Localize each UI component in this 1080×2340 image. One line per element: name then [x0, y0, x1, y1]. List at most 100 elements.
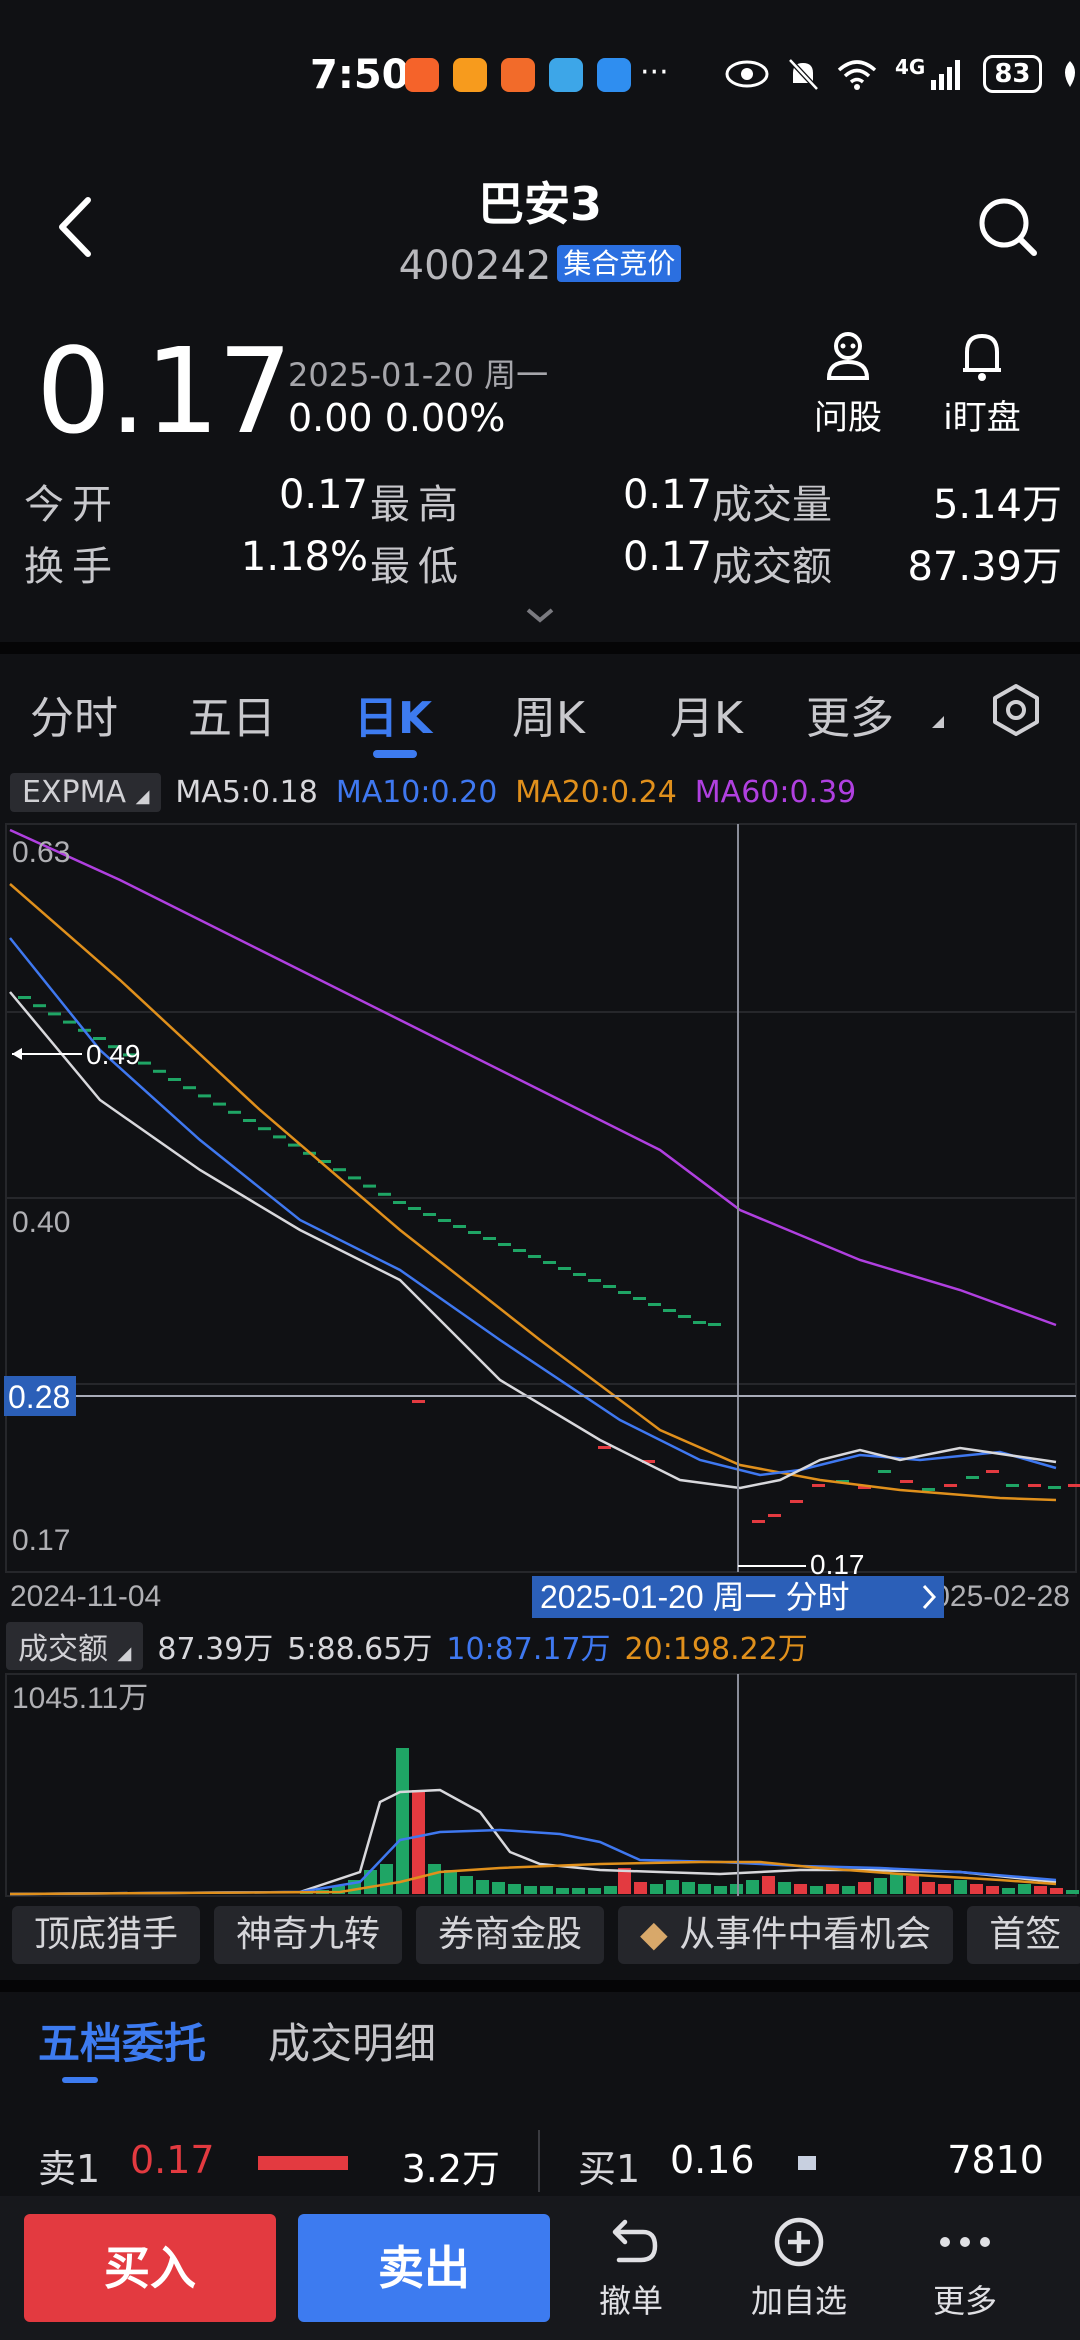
chip-bottom-top-hunter[interactable]: 顶底猎手 [12, 1906, 201, 1964]
candle [528, 1255, 541, 1258]
search-icon[interactable] [976, 195, 1040, 259]
add-favorite-icon [774, 2217, 824, 2267]
candle [752, 1520, 765, 1523]
orderbook-divider [538, 2130, 540, 2192]
volume-bar [890, 1874, 903, 1894]
volume-bar [1050, 1888, 1063, 1894]
candle [198, 1094, 211, 1098]
tab-more[interactable]: 更多 [806, 693, 894, 744]
y-label-mid: 0.40 [12, 1206, 70, 1239]
volume-legend: 成交额 ◢ 87.39万 5:88.65万 10:87.17万 20:198.2… [6, 1622, 808, 1670]
back-arrow-icon[interactable] [52, 192, 102, 262]
candle [273, 1135, 286, 1139]
ma10-line [9, 937, 1057, 1477]
volume-bar [1002, 1888, 1015, 1894]
ask-stock-label: 问股 [814, 398, 882, 438]
add-favorite-button[interactable]: 加自选 [734, 2216, 864, 2322]
chip-event-opportunity[interactable]: ◆ 从事件中看机会 [618, 1906, 954, 1964]
volume-bar [858, 1882, 871, 1894]
volume-bar [476, 1880, 489, 1894]
stats-row: 今开 0.17 最高 0.17 成交量 5.14万 [24, 472, 1064, 534]
sell1-qty: 3.2万 [401, 2147, 500, 2191]
volume-chart[interactable]: 1045.11万 [0, 1672, 1080, 1900]
buy1-qty: 7810 [947, 2138, 1044, 2182]
candle [944, 1484, 957, 1487]
candle [922, 1488, 935, 1491]
candle [258, 1127, 271, 1131]
watch-market-label: i盯盘 [943, 398, 1021, 438]
bell-icon [963, 334, 1001, 381]
candle [153, 1069, 166, 1073]
sell1-price: 0.17 [130, 2138, 215, 2182]
candle [812, 1484, 825, 1487]
bottom-action-bar: 买入 卖出 撤单 加自选 更多 [0, 2196, 1080, 2340]
candle [790, 1500, 803, 1503]
stats-row: 换手 1.18% 最低 0.17 成交额 87.39万 [24, 534, 1064, 596]
tab-daily-k[interactable]: 日K [354, 693, 433, 744]
volume-bar [730, 1884, 743, 1894]
sell-button[interactable]: 卖出 [298, 2214, 550, 2322]
volume-bar [714, 1886, 727, 1894]
tab-weekly-k[interactable]: 周K [512, 693, 585, 744]
chip-broker-picks[interactable]: 券商金股 [416, 1906, 605, 1964]
candle [603, 1285, 616, 1288]
volume-bar [970, 1884, 983, 1894]
volume-bar [380, 1864, 393, 1894]
candle [363, 1184, 376, 1188]
low-marker-label: 0.17 [810, 1549, 865, 1580]
cursor-date-box[interactable] [532, 1576, 944, 1618]
kline-chart[interactable]: 0.63 0.40 0.28 0.17 0.49 0.17 2024-11-04… [0, 820, 1080, 1620]
tab-intraday[interactable]: 分时 [30, 693, 118, 744]
tab-five-day[interactable]: 五日 [188, 693, 276, 744]
period-tabs: 分时 五日 日K 周K 月K 更多 [0, 660, 1080, 760]
taobao-app-icon [405, 58, 439, 92]
ma20-line [9, 883, 1057, 1502]
quote-date: 2025-01-20 周一 [288, 356, 549, 394]
volume-value: 5.14万 [932, 482, 1062, 528]
amount-value: 87.39万 [907, 544, 1062, 590]
y-label-bottom: 0.17 [12, 1524, 70, 1557]
low-label: 最低 [370, 544, 466, 590]
ask-stock-button[interactable]: 问股 [788, 330, 908, 439]
cloud-app-icon [597, 58, 631, 92]
ma60-value: MA60:0.39 [694, 774, 857, 810]
candle [18, 996, 31, 999]
volume-bar [1066, 1890, 1079, 1894]
tab-order-book[interactable]: 五档委托 [38, 2019, 207, 2068]
chevron-right-icon [922, 1584, 937, 1610]
candle [483, 1237, 496, 1240]
chip-first-sign[interactable]: 首签 [967, 1906, 1080, 1964]
volume-indicator-selector[interactable]: 成交额 ◢ [6, 1622, 144, 1670]
candle [408, 1207, 421, 1210]
cancel-order-button[interactable]: 撤单 [566, 2216, 696, 2322]
crosshair-price-box [4, 1376, 76, 1416]
volume-bar [778, 1882, 791, 1894]
tab-trade-details[interactable]: 成交明细 [268, 2019, 437, 2068]
settings-icon[interactable] [988, 682, 1044, 738]
chip-magic-nine[interactable]: 神奇九转 [214, 1906, 403, 1964]
buy-button[interactable]: 买入 [24, 2214, 276, 2322]
candle [573, 1273, 586, 1276]
candle [333, 1168, 346, 1172]
triangle-down-icon [932, 716, 944, 728]
candle [693, 1321, 706, 1324]
volume-bar [650, 1884, 663, 1894]
ma10-value: MA10:0.20 [335, 774, 498, 810]
candle [423, 1213, 436, 1216]
crosshair-price: 0.28 [8, 1379, 70, 1415]
volume-bar [938, 1884, 951, 1894]
tab-monthly-k[interactable]: 月K [670, 693, 743, 744]
volume-bar [1034, 1886, 1047, 1894]
more-button[interactable]: 更多 [900, 2216, 1030, 2322]
candle [642, 1460, 655, 1463]
watch-market-button[interactable]: i盯盘 [922, 330, 1042, 439]
chevron-down-icon[interactable] [522, 604, 558, 628]
feature-chips: 顶底猎手 神奇九转 券商金股 ◆ 从事件中看机会 首签 [12, 1906, 1080, 1966]
current-price: 0.17 [36, 322, 293, 460]
volume-bar [492, 1882, 505, 1894]
volume-frame [5, 1673, 1077, 1897]
divider [0, 1980, 1080, 1992]
status-time: 7:50 [310, 52, 410, 98]
buy1-price: 0.16 [670, 2138, 755, 2182]
indicator-selector[interactable]: EXPMA ◢ [10, 772, 162, 812]
